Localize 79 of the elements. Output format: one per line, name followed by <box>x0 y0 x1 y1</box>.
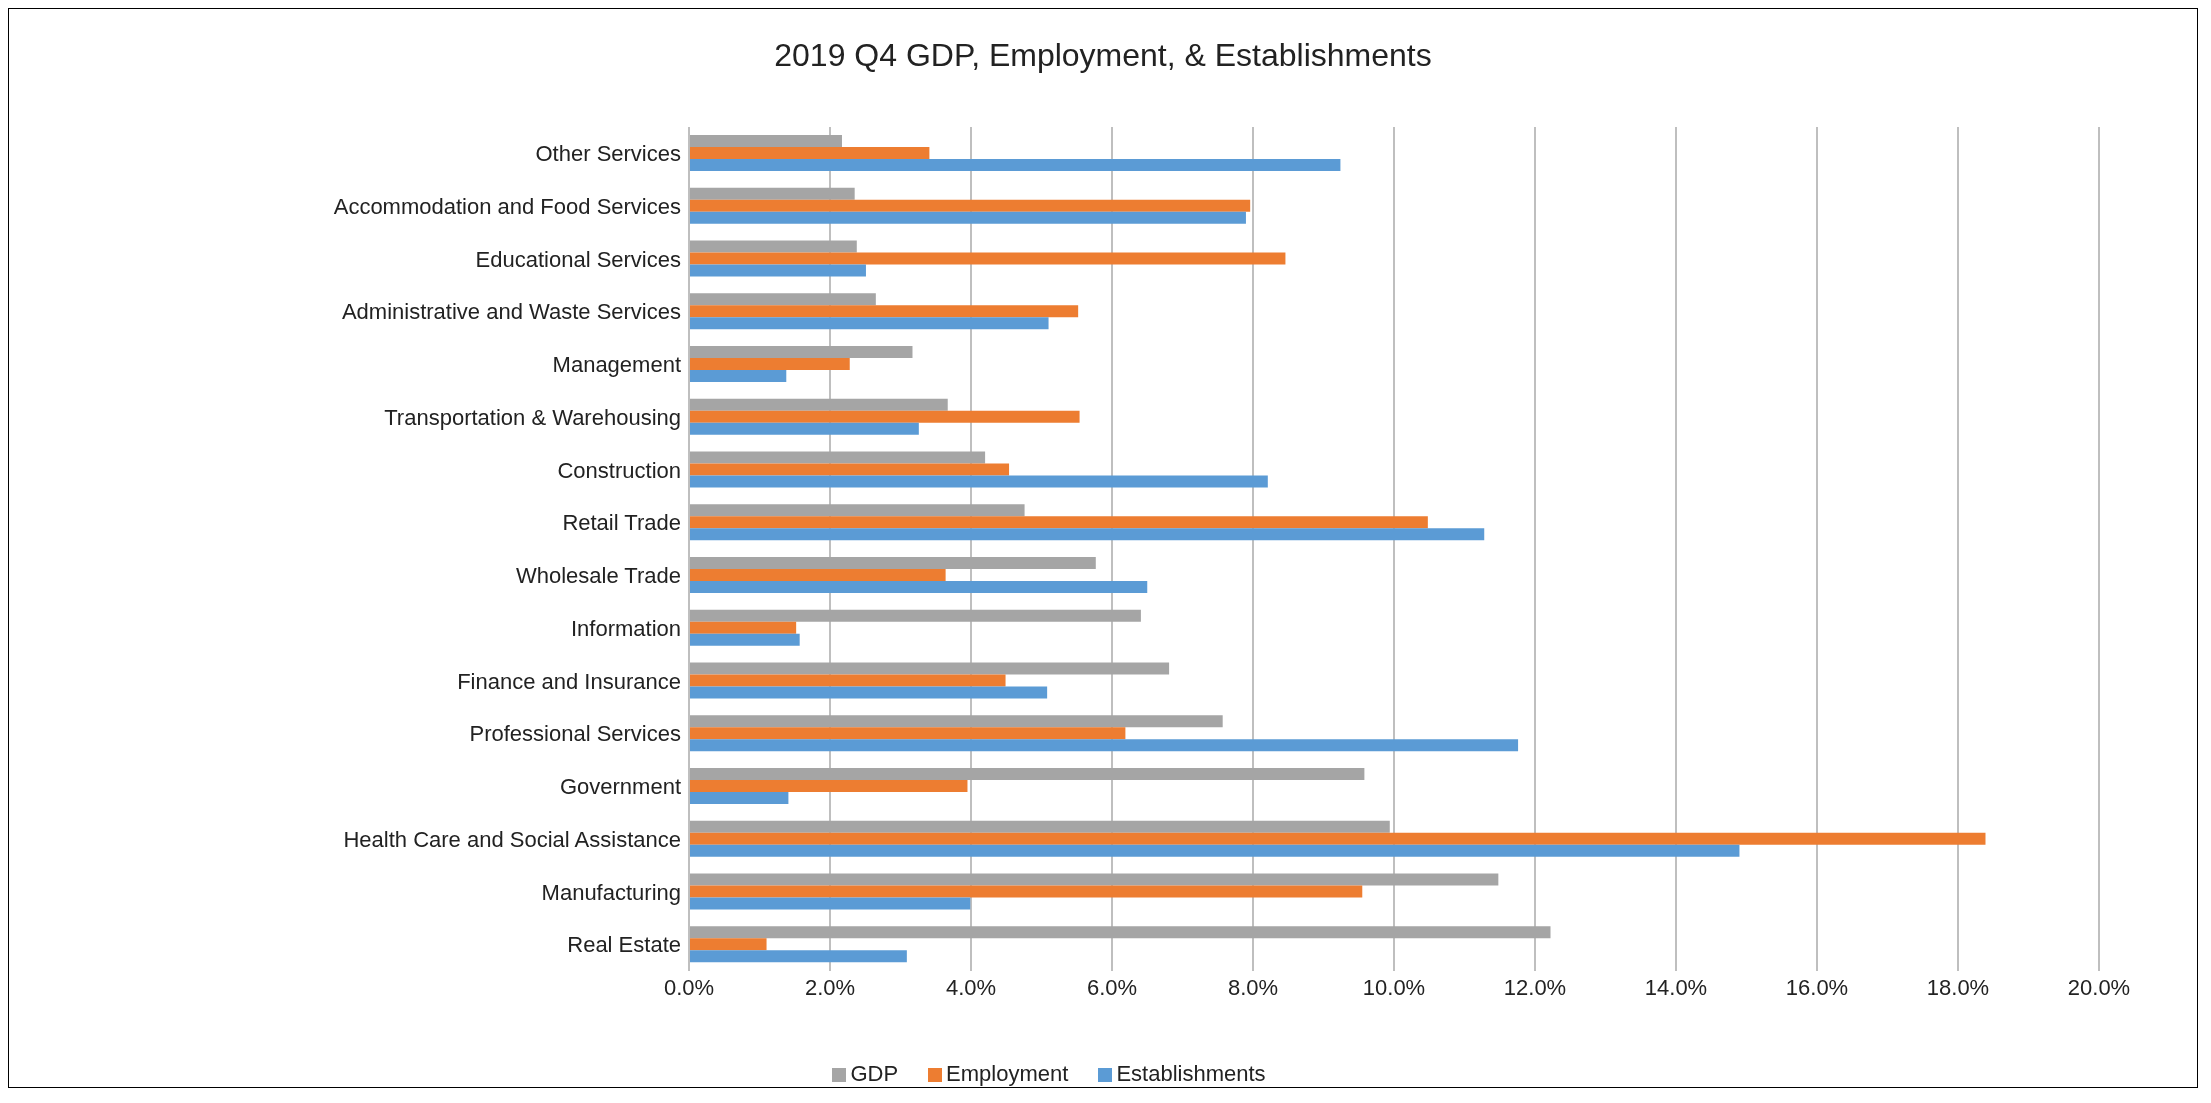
bar <box>689 768 1365 780</box>
bar <box>689 264 866 277</box>
y-tick-label: Finance and Insurance <box>457 668 681 694</box>
bar <box>689 199 1251 212</box>
bar <box>689 557 1096 569</box>
y-tick-label: Transportation & Warehousing <box>384 404 681 430</box>
y-tick-label: Management <box>552 352 681 378</box>
bar <box>689 739 1519 752</box>
bar <box>689 528 1485 541</box>
y-tick-label: Real Estate <box>567 932 681 958</box>
legend-label: Establishments <box>1116 1061 1266 1086</box>
y-tick-label: Construction <box>557 457 681 483</box>
bar <box>689 410 1080 423</box>
bar <box>689 346 913 358</box>
x-tick-label: 4.0% <box>945 974 997 1000</box>
y-tick-label: Accommodation and Food Services <box>333 193 681 219</box>
legend-label: Employment <box>946 1061 1069 1086</box>
bar <box>689 950 907 963</box>
bar <box>689 938 767 951</box>
bar <box>689 621 797 634</box>
x-tick-label: 10.0% <box>1362 974 1426 1000</box>
x-tick-label: 12.0% <box>1503 974 1567 1000</box>
bar <box>689 609 1141 622</box>
x-tick-label: 18.0% <box>1926 974 1990 1000</box>
y-tick-label: Other Services <box>535 141 681 167</box>
x-tick-label: 16.0% <box>1785 974 1849 1000</box>
bar <box>689 873 1499 886</box>
bar <box>689 516 1428 529</box>
y-tick-label: Information <box>570 615 681 641</box>
x-tick-label: 2.0% <box>804 974 856 1000</box>
x-tick-label: 6.0% <box>1086 974 1138 1000</box>
x-tick-label: 14.0% <box>1644 974 1708 1000</box>
bar <box>689 926 1551 939</box>
bar <box>689 581 1148 593</box>
y-tick-label: Government <box>559 774 681 800</box>
bar <box>689 370 787 382</box>
bar <box>689 147 930 159</box>
x-tick-label: 8.0% <box>1227 974 1279 1000</box>
bar <box>689 727 1126 740</box>
bar <box>689 252 1286 265</box>
bar <box>689 135 842 147</box>
x-tick-label: 20.0% <box>2067 974 2131 1000</box>
bar <box>689 792 789 804</box>
x-tick-label: 0.0% <box>663 974 715 1000</box>
bar <box>689 358 850 370</box>
bar <box>689 240 857 253</box>
y-tick-label: Educational Services <box>475 246 681 272</box>
y-tick-label: Retail Trade <box>562 510 681 536</box>
bar <box>689 504 1025 517</box>
bar <box>689 885 1363 898</box>
y-tick-label: Administrative and Waste Services <box>341 299 681 325</box>
bar <box>689 897 971 910</box>
bar <box>689 569 946 581</box>
bar <box>689 780 968 792</box>
legend-label: GDP <box>850 1061 899 1086</box>
y-tick-label: Wholesale Trade <box>515 563 681 589</box>
bar <box>689 475 1268 488</box>
bar <box>689 187 855 200</box>
y-tick-label: Health Care and Social Assistance <box>343 826 681 852</box>
bar <box>689 451 986 464</box>
bar <box>689 293 876 306</box>
bar <box>689 317 1049 330</box>
bar <box>689 832 1986 845</box>
chart-title: 2019 Q4 GDP, Employment, & Establishments <box>773 36 1433 75</box>
bar <box>689 686 1048 699</box>
bar <box>689 463 1010 476</box>
bar <box>689 633 800 646</box>
y-tick-label: Professional Services <box>469 721 681 747</box>
bar <box>689 662 1170 675</box>
bar <box>689 422 919 435</box>
bar <box>689 159 1341 171</box>
bar <box>689 398 948 411</box>
bar <box>689 674 1006 687</box>
bar <box>689 211 1246 224</box>
y-tick-label: Manufacturing <box>541 879 681 905</box>
bar <box>689 844 1740 857</box>
bar <box>689 715 1223 728</box>
bar <box>689 305 1079 318</box>
bar <box>689 820 1390 833</box>
